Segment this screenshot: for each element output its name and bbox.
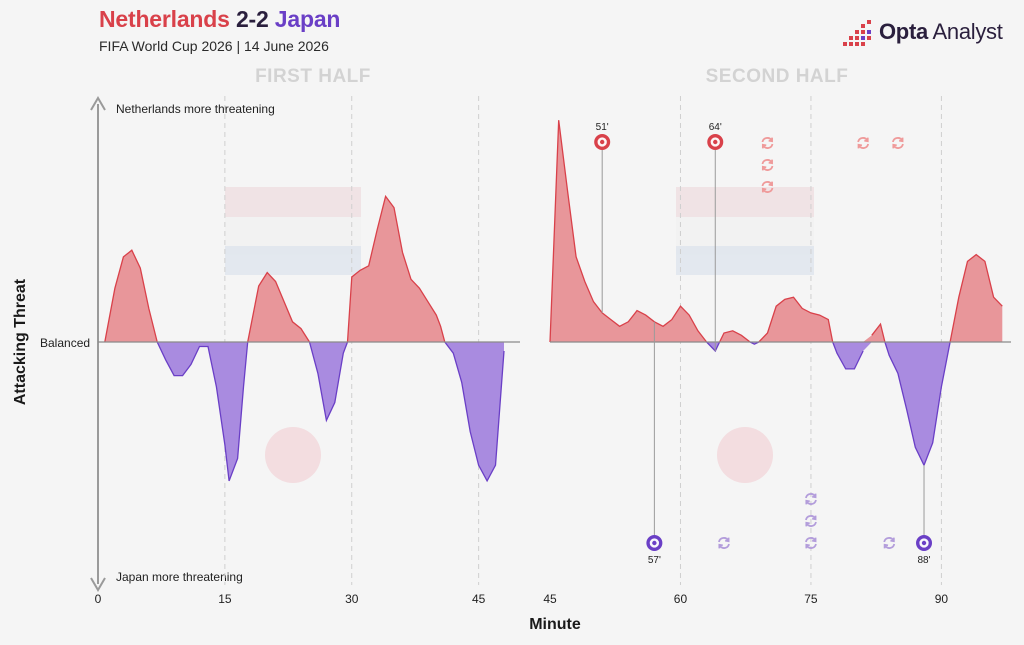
second-half-panel: SECOND HALF 45 60 75 90 xyxy=(543,66,1011,606)
goal-markers: 51' 64' 57' 88' xyxy=(594,122,933,566)
logo-text-bold: Opta xyxy=(879,19,928,44)
goal-ball-center xyxy=(921,540,927,546)
away-threat-area xyxy=(104,342,505,481)
x-tick-75: 75 xyxy=(804,592,818,606)
substitution-icon-away xyxy=(883,536,896,550)
x-tick-30: 30 xyxy=(345,592,359,606)
substitution-icon-home xyxy=(857,136,870,150)
opta-analyst-logo: Opta Analyst xyxy=(843,18,1008,50)
x-tick-0: 0 xyxy=(95,592,102,606)
goal-minute-label: 88' xyxy=(917,555,930,566)
half-label: SECOND HALF xyxy=(706,66,849,87)
substitution-icon-home xyxy=(761,158,774,172)
first-half-panel: FIRST HALF 0 15 30 45 xyxy=(95,66,520,606)
home-team-name: Netherlands xyxy=(99,6,230,32)
chart-subtitle: FIFA World Cup 2026 | 14 June 2026 xyxy=(99,38,329,54)
balanced-label: Balanced xyxy=(40,336,90,350)
opta-logo-icon xyxy=(843,20,871,46)
watermark xyxy=(225,187,814,483)
goal-marker-home: 51' xyxy=(594,122,611,313)
goal-minute-label: 64' xyxy=(709,122,722,133)
away-threat-area xyxy=(550,342,1003,466)
goal-ball-center xyxy=(599,139,605,145)
home-threat-area xyxy=(104,196,505,342)
away-team-name: Japan xyxy=(274,6,341,32)
goal-marker-home: 64' xyxy=(707,122,724,351)
x-tick-15: 15 xyxy=(218,592,232,606)
y-bottom-label: Japan more threatening xyxy=(116,570,243,584)
home-threat-area xyxy=(550,120,1003,342)
logo-text: Opta Analyst xyxy=(879,19,1003,45)
substitution-icon-home xyxy=(761,136,774,150)
half-label: FIRST HALF xyxy=(255,66,371,87)
goal-marker-away: 88' xyxy=(916,465,933,566)
substitution-icon-home xyxy=(892,136,904,150)
x-tick-60: 60 xyxy=(674,592,688,606)
match-score: 2-2 xyxy=(235,6,269,32)
substitution-icon-away xyxy=(718,536,730,550)
home-threat-line xyxy=(549,120,1003,343)
home-threat-line xyxy=(104,194,446,343)
goal-ball-center xyxy=(652,540,657,546)
y-top-label: Netherlands more threatening xyxy=(116,102,275,116)
chart-title: Netherlands 2-2 Japan xyxy=(99,6,340,33)
away-threat-line xyxy=(156,341,505,483)
away-threat-line xyxy=(706,341,951,467)
x-axis-title: Minute xyxy=(529,616,581,633)
goal-minute-label: 57' xyxy=(648,555,661,566)
goal-marker-away: 57' xyxy=(646,321,663,566)
x-tick-45: 45 xyxy=(543,592,557,606)
y-axis-arrow xyxy=(90,96,106,592)
goal-ball-center xyxy=(713,139,718,145)
x-tick-90: 90 xyxy=(935,592,949,606)
y-axis-title: Attacking Threat xyxy=(12,278,29,405)
x-tick-45: 45 xyxy=(472,592,486,606)
goal-minute-label: 51' xyxy=(596,122,609,133)
logo-text-rest: Analyst xyxy=(927,19,1003,44)
